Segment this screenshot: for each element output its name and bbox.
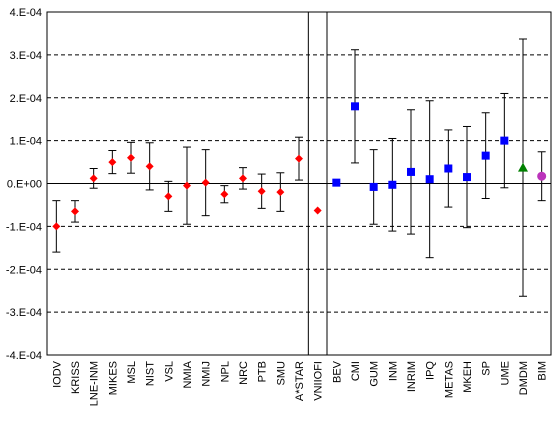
x-tick-label: KRISS — [70, 361, 82, 394]
marker-layer — [52, 102, 547, 231]
data-point-diamond — [108, 158, 117, 167]
x-tick-label: NIST — [145, 361, 157, 386]
x-tick-label: METAS — [443, 361, 455, 398]
data-point-triangle — [518, 162, 528, 172]
grid-layer — [47, 54, 551, 313]
plot-area-border — [46, 11, 552, 356]
data-point-diamond — [89, 174, 98, 183]
data-point-square — [463, 173, 471, 182]
x-tick-label: BEV — [331, 360, 343, 383]
data-point-circle — [537, 171, 547, 181]
y-tick-label: 4.E-04 — [10, 7, 42, 19]
x-tick-label: SP — [481, 361, 493, 376]
data-point-diamond — [239, 174, 247, 183]
x-tick-label: CMI — [350, 361, 362, 381]
x-tick-label: MSL — [126, 361, 138, 384]
data-point-square — [425, 175, 434, 184]
x-tick-label: UME — [499, 361, 511, 385]
x-tick-label: MIKES — [107, 361, 119, 395]
x-tick-label: VSL — [163, 361, 175, 382]
x-tick-label: PTB — [257, 361, 269, 382]
x-tick-label: IPQ — [425, 361, 437, 380]
x-tick-label: DMDM — [518, 361, 530, 395]
data-point-diamond — [220, 190, 229, 199]
x-tick-label: NPL — [219, 361, 231, 382]
y-tick-label: 1.E-04 — [10, 136, 42, 148]
error-bar-layer — [52, 38, 546, 297]
data-point-diamond — [201, 178, 210, 187]
x-tick-label: BIM — [537, 361, 549, 381]
data-point-diamond — [295, 154, 303, 163]
data-point-diamond — [164, 192, 173, 201]
data-point-square — [369, 182, 378, 191]
data-point-diamond — [145, 162, 154, 171]
x-tick-labels: IODV KRISS LNE-INM MIKES MSL NIST VSL NMIA NMIJ N… — [51, 360, 548, 406]
data-point-square — [500, 136, 509, 145]
data-point-diamond — [71, 207, 79, 216]
y-tick-label: 0.E+00 — [7, 179, 42, 191]
data-point-diamond — [276, 188, 285, 197]
separator-layer — [307, 12, 328, 355]
y-tick-label: -2.E-04 — [6, 264, 42, 276]
data-point-diamond — [313, 206, 322, 215]
data-point-diamond — [52, 222, 61, 231]
data-point-square — [481, 151, 490, 160]
data-point-square — [332, 178, 341, 187]
y-tick-label: -4.E-04 — [6, 350, 42, 362]
y-tick-label: 2.E-04 — [10, 93, 42, 105]
x-tick-label: LNE-INM — [89, 361, 101, 406]
data-point-diamond — [257, 187, 266, 196]
x-tick-label: NRC — [238, 361, 250, 385]
y-tick-label: 3.E-04 — [10, 50, 42, 62]
x-tick-label: INM — [387, 361, 399, 381]
data-point-square — [388, 180, 397, 189]
x-tick-label: INRIM — [406, 361, 418, 392]
data-point-square — [444, 164, 453, 173]
data-point-square — [351, 102, 359, 111]
data-point-diamond — [127, 153, 135, 162]
y-tick-label: -1.E-04 — [6, 221, 42, 233]
x-tick-label: NMIA — [182, 360, 194, 388]
x-tick-label: SMU — [275, 361, 287, 386]
data-point-square — [407, 167, 415, 176]
y-tick-labels: 4.E-04 3.E-04 2.E-04 1.E-04 0.E+00 -1.E-04 -2.… — [6, 7, 42, 362]
x-tick-label: NMIJ — [201, 361, 213, 387]
data-point-diamond — [183, 181, 191, 190]
x-tick-label: A*STAR — [294, 361, 306, 401]
x-tick-label: MKEH — [462, 361, 474, 393]
x-tick-label: IODV — [51, 360, 63, 388]
x-tick-label: VNIIOFI — [313, 361, 325, 401]
y-tick-label: -3.E-04 — [6, 307, 42, 319]
x-tick-label: GUM — [369, 361, 381, 387]
